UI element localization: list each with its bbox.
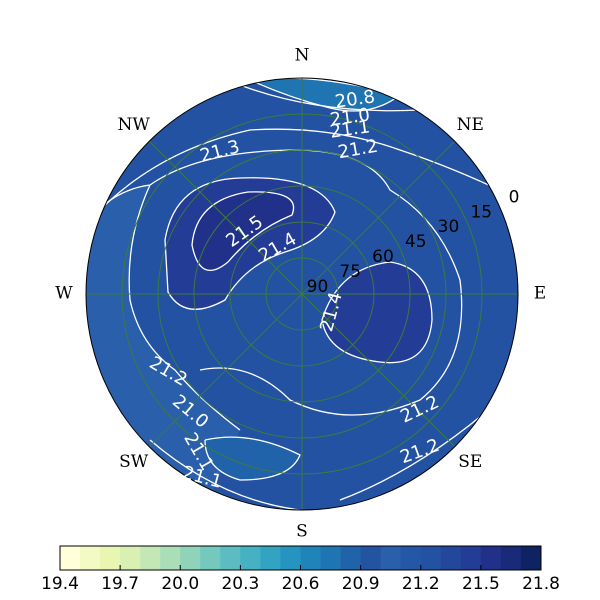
r-tick-label: 75 (339, 262, 361, 282)
colorbar-cell (440, 546, 462, 570)
colorbar-tick-label: 20.9 (342, 574, 380, 594)
colorbar-cell (460, 546, 482, 570)
direction-label: NW (118, 115, 151, 135)
r-tick-label: 15 (470, 202, 492, 222)
spoke (301, 140, 456, 295)
region (322, 262, 432, 363)
spoke (148, 293, 303, 448)
r-tick-label: 0 (509, 187, 520, 207)
region (250, 78, 400, 111)
colorbar-cell (140, 546, 161, 570)
spoke (301, 293, 456, 448)
contour-line (239, 84, 421, 112)
colorbar-cell (500, 546, 522, 570)
colorbar-cell (200, 546, 221, 570)
contour-line (86, 184, 241, 431)
colorbar-cell (340, 546, 362, 570)
colorbar-cell (180, 546, 201, 570)
colorbar-cell (300, 546, 322, 570)
colorbar-cell (420, 546, 442, 570)
contour-line (204, 436, 301, 481)
colorbar-cell (380, 546, 402, 570)
region (192, 191, 294, 271)
colorbar-cell (240, 546, 261, 570)
colorbar-cell (100, 546, 121, 570)
direction-label: W (55, 284, 73, 304)
r-tick-label: 90 (307, 277, 329, 297)
colorbar-tick-label: 21.5 (462, 574, 500, 594)
colorbar-tick-label: 20.6 (282, 574, 320, 594)
direction-label: N (295, 46, 310, 66)
direction-label: NE (457, 115, 484, 135)
direction-label: SW (119, 452, 149, 472)
direction-label: S (296, 522, 308, 542)
colorbar-cell (160, 546, 181, 570)
contour-line (191, 191, 295, 271)
colorbar-tick-label: 19.4 (41, 574, 79, 594)
colorbar-cell (400, 546, 422, 570)
r-tick-label: 60 (372, 247, 394, 267)
r-tick-label: 30 (438, 217, 460, 237)
contour-line (249, 78, 402, 112)
plot-border (85, 77, 519, 511)
colorbar-cell (320, 546, 342, 570)
colorbar-cell (260, 546, 281, 570)
colorbar-cell (360, 546, 382, 570)
contour-line (99, 128, 518, 211)
region (205, 437, 300, 480)
colorbar-tick-label: 20.3 (221, 574, 259, 594)
colorbar-tick-label: 19.7 (101, 574, 139, 594)
colorbar-cell (480, 546, 502, 570)
contour-line (164, 177, 336, 310)
contour-line (321, 261, 433, 364)
colorbar-tick-label: 21.8 (522, 574, 560, 594)
colorbar-cell (220, 546, 241, 570)
spoke (148, 140, 303, 295)
colorbar-cell (80, 546, 101, 570)
colorbar-tick-label: 20.0 (161, 574, 199, 594)
colorbar-cell (60, 546, 81, 570)
r-tick-label: 45 (405, 232, 427, 252)
direction-label: SE (458, 452, 482, 472)
colorbar-tick-label: 21.2 (402, 574, 440, 594)
colorbar-cell (280, 546, 301, 570)
colorbar-cell (120, 546, 141, 570)
colorbar-cell (520, 546, 542, 570)
direction-label: E (534, 284, 546, 304)
